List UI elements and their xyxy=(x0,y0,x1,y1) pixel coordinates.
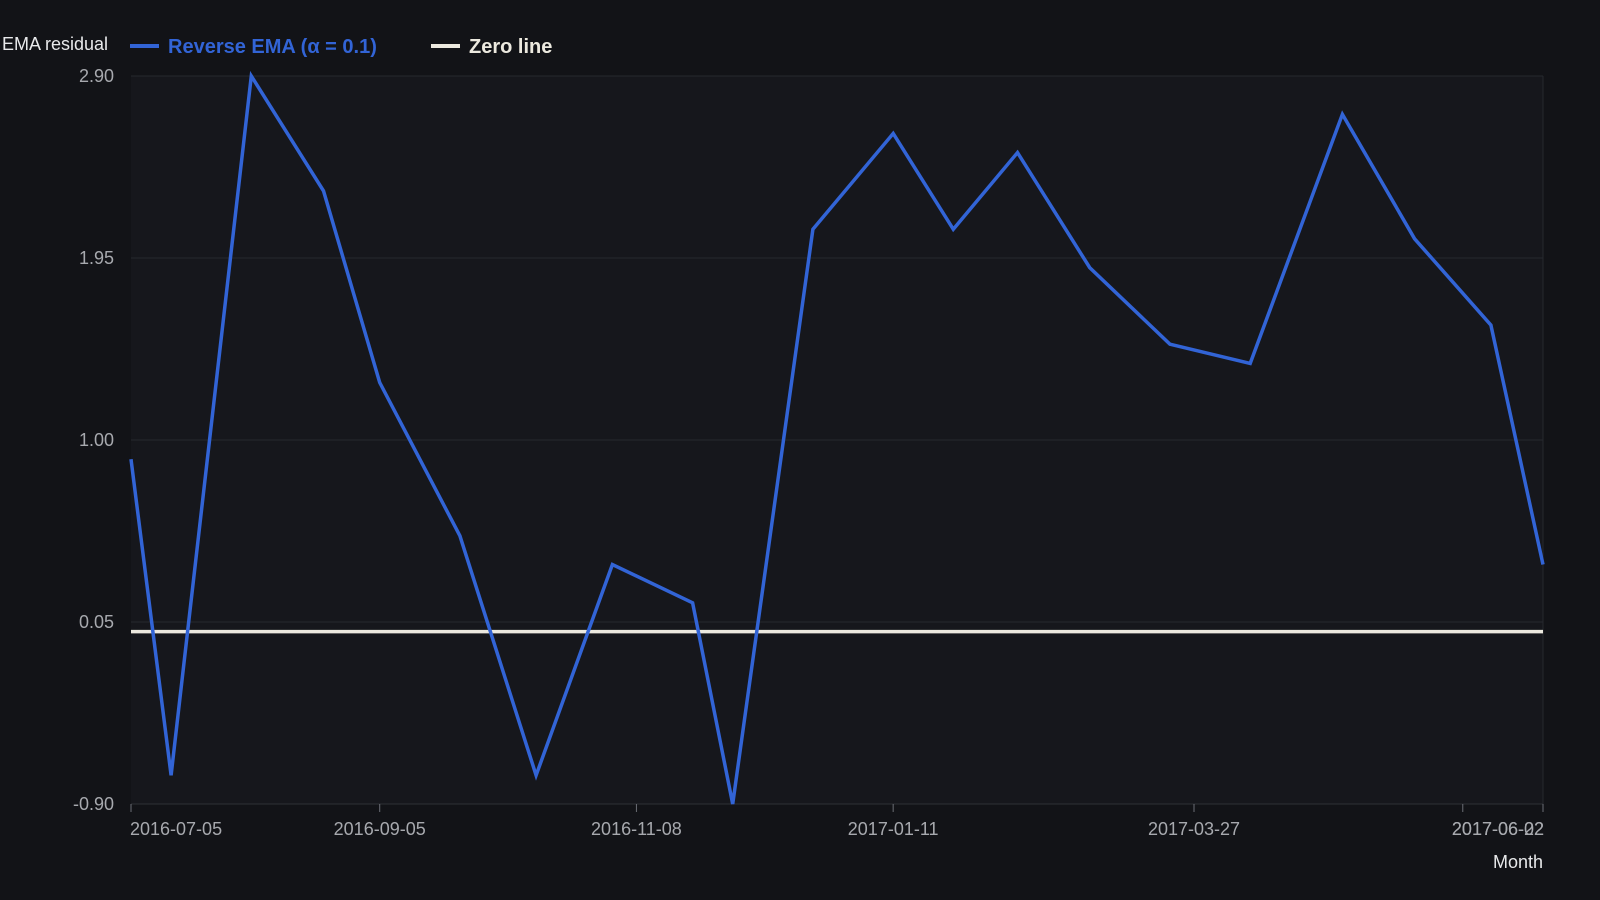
x-tick-label: 2017-06-22 xyxy=(1452,819,1544,839)
y-tick-label: 0.05 xyxy=(79,612,114,632)
x-tick-label: 2017-01-11 xyxy=(848,819,939,839)
y-tick-label: 1.00 xyxy=(79,430,114,450)
y-tick-label: 1.95 xyxy=(79,248,114,268)
legend-label: Zero line xyxy=(469,36,552,58)
x-tick-label: 2017-03-27 xyxy=(1148,819,1240,839)
y-tick-label: 2.90 xyxy=(79,66,114,86)
x-tick-label: 2016-07-05 xyxy=(130,819,222,839)
y-axis: 2.90 1.95 1.00 0.05 -0.90 xyxy=(73,66,114,814)
series-group xyxy=(129,70,1545,805)
y-tick-label: -0.90 xyxy=(73,794,114,814)
series-line-reverse-ema xyxy=(129,70,1545,805)
legend-label: Reverse EMA (α = 0.1) xyxy=(168,36,377,58)
x-tick-label: 2017-06-02 xyxy=(1452,819,1544,839)
x-axis-title: Month xyxy=(1493,852,1543,872)
x-axis: 2016-07-05 2016-09-05 2016-11-08 2017-01-11… xyxy=(130,803,1544,839)
y-axis-title: EMA residual xyxy=(2,34,108,54)
legend: Reverse EMA (α = 0.1) Zero line xyxy=(130,36,552,58)
x-tick-label: 2016-09-05 xyxy=(334,819,426,839)
x-tick-label: 2016-11-08 xyxy=(591,819,682,839)
